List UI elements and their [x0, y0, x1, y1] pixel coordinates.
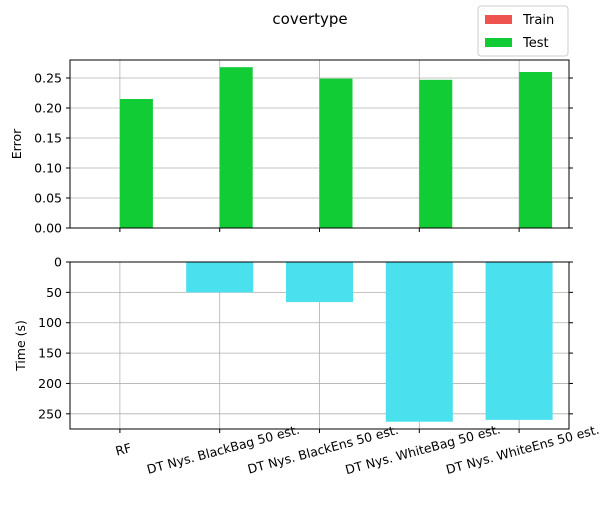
bar-test-dt-nys-whitebag-50-est	[419, 79, 453, 228]
bar-test-dt-nys-whiteens-50-est	[519, 72, 553, 228]
legend-label-train: Train	[522, 13, 554, 28]
time-y-tick-label: 100	[38, 315, 62, 330]
legend-label-test: Test	[522, 36, 549, 51]
error-y-axis-label: Error	[9, 128, 24, 159]
bar-time-dt-nys-whiteens-50-est	[485, 262, 553, 420]
error-y-tick-label: 0.15	[34, 131, 62, 146]
bar-time-dt-nys-whitebag-50-est	[385, 262, 453, 422]
x-tick-label-rf: RF	[114, 440, 133, 459]
error-y-tick-label: 0.00	[34, 221, 62, 236]
time-y-tick-label: 0	[54, 255, 62, 270]
legend-swatch-test	[485, 38, 512, 47]
error-y-tick-label: 0.10	[34, 161, 62, 176]
error-y-tick-label: 0.25	[34, 71, 62, 86]
bar-test-dt-nys-blackbag-50-est	[219, 67, 253, 228]
legend-swatch-train	[485, 15, 512, 24]
time-y-tick-label: 150	[38, 346, 62, 361]
bar-time-dt-nys-blackbag-50-est	[186, 262, 254, 293]
error-y-tick-label: 0.20	[34, 101, 62, 116]
time-y-tick-label: 50	[46, 285, 62, 300]
time-y-axis-label: Time (s)	[13, 320, 28, 372]
error-y-tick-label: 0.05	[34, 191, 62, 206]
bar-test-dt-nys-blackens-50-est	[319, 78, 353, 228]
bar-test-rf	[119, 99, 153, 228]
time-y-tick-label: 250	[38, 406, 62, 421]
chart-title: covertype	[272, 10, 347, 28]
time-y-tick-label: 200	[38, 376, 62, 391]
legend: Train Test	[477, 5, 569, 57]
bar-time-dt-nys-blackens-50-est	[286, 262, 353, 303]
error-plot: 0.00 0.05 0.10 0.15 0.20 0.25 Error	[9, 59, 573, 236]
